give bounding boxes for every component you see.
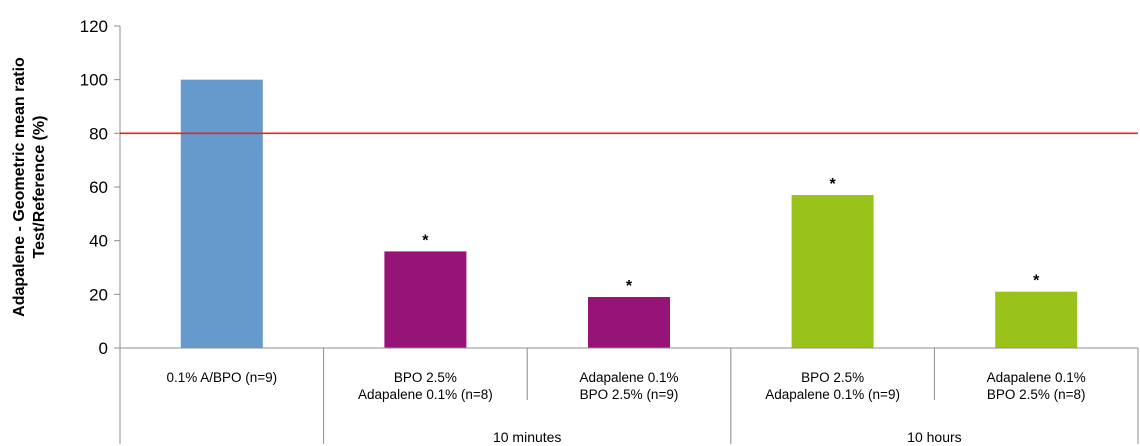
y-tick-label: 80	[89, 124, 108, 143]
group-labels: 10 minutes 10 hours	[493, 429, 962, 445]
axes	[119, 26, 1139, 444]
bar-2	[588, 297, 670, 348]
category-label-0: 0.1% A/BPO (n=9)	[166, 370, 277, 385]
y-axis-ticks: 0 20 40 60 80 100 120	[80, 17, 120, 358]
category-label-4: BPO 2.5% (n=8)	[987, 387, 1086, 402]
significance-marker-2: *	[626, 278, 633, 295]
y-tick-label: 120	[80, 17, 108, 36]
y-tick-label: 20	[89, 285, 108, 304]
category-label-3: BPO 2.5%	[801, 370, 864, 385]
bar-1	[384, 251, 467, 348]
category-label-1: Adapalene 0.1% (n=8)	[358, 387, 493, 402]
bar-4	[995, 291, 1078, 348]
category-label-2: BPO 2.5% (n=9)	[580, 387, 679, 402]
significance-marker-1: *	[422, 232, 429, 249]
category-label-3: Adapalene 0.1% (n=9)	[765, 387, 900, 402]
y-tick-label: 0	[99, 339, 108, 358]
category-label-2: Adapalene 0.1%	[579, 370, 678, 385]
y-axis-label: Adapalene - Geometric mean ratio Test/Ref…	[11, 57, 48, 317]
bars: * * * *	[180, 79, 1078, 349]
category-labels: 0.1% A/BPO (n=9) BPO 2.5% Adapalene 0.1% (…	[166, 370, 1085, 402]
y-tick-label: 40	[89, 232, 108, 251]
y-axis-label-line-0: Adapalene - Geometric mean ratio	[11, 57, 28, 317]
group-label-1: 10 minutes	[493, 429, 561, 445]
bar-3	[791, 195, 874, 348]
significance-marker-3: *	[829, 176, 836, 193]
y-tick-label: 100	[80, 71, 108, 90]
group-label-2: 10 hours	[907, 429, 961, 445]
significance-marker-4: *	[1033, 273, 1040, 290]
category-label-1: BPO 2.5%	[394, 370, 457, 385]
category-label-4: Adapalene 0.1%	[987, 370, 1086, 385]
y-axis-label-line-1: Test/Reference (%)	[31, 116, 48, 259]
bar-0	[180, 79, 263, 349]
y-tick-label: 60	[89, 178, 108, 197]
